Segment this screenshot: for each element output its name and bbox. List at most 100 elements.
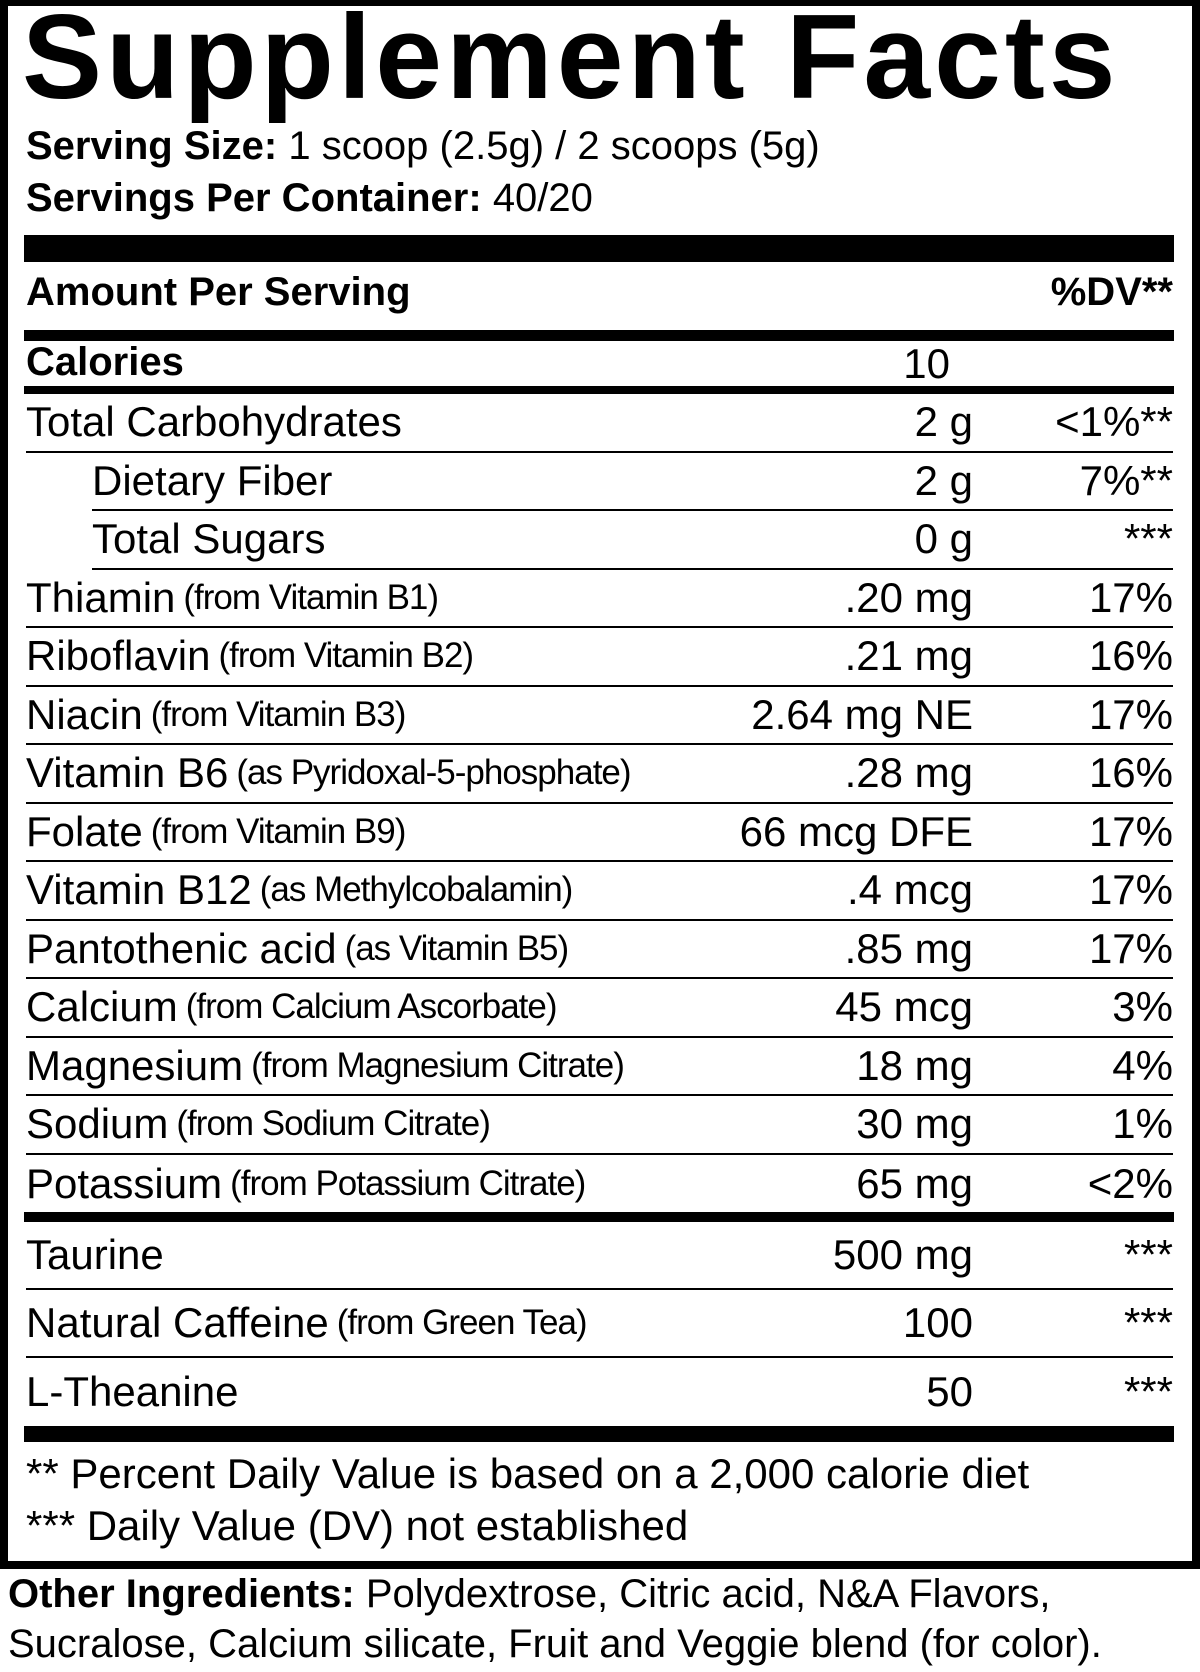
nutrient-name: Magnesium — [26, 1041, 244, 1089]
nutrient-row: Calcium (from Calcium Ascorbate) 45 mcg 3% — [26, 979, 1173, 1038]
nutrient-row: Potassium (from Potassium Citrate) 65 mg <2… — [26, 1155, 1173, 1214]
nutrient-source: (as Pyridoxal-5-phosphate) — [236, 753, 631, 793]
nutrient-source: (from Calcium Ascorbate) — [185, 987, 558, 1027]
nutrient-name: Niacin — [26, 690, 143, 738]
nutrient-amount: 500 mg — [832, 1231, 973, 1278]
nutrient-amount: 100 — [902, 1299, 973, 1346]
nutrient-amount: .28 mg — [844, 749, 973, 797]
nutrient-dv: 17% — [1088, 807, 1173, 855]
amount-per-serving-header: Amount Per Serving — [26, 270, 411, 314]
nutrient-dv: 4% — [1112, 1041, 1173, 1089]
other-ingredients-line2: Sucralose, Calcium silicate, Fruit and V… — [8, 1622, 1102, 1666]
nutrient-row: Sodium (from Sodium Citrate) 30 mg 1% — [26, 1096, 1173, 1155]
nutrient-source: (from Green Tea) — [336, 1303, 588, 1342]
nutrient-row: Taurine 500 mg *** — [26, 1222, 1173, 1290]
nutrient-source: (from Magnesium Citrate) — [251, 1045, 625, 1085]
nutrient-amount: .4 mcg — [846, 866, 973, 914]
nutrient-row: Vitamin B6 (as Pyridoxal-5-phosphate) .28 … — [26, 745, 1173, 804]
nutrient-dv: *** — [1123, 1368, 1173, 1415]
nutrient-amount: .20 mg — [844, 573, 973, 621]
nutrient-amount: .85 mg — [844, 924, 973, 972]
nutrient-amount: 30 mg — [856, 1100, 973, 1148]
nutrient-amount: 50 — [926, 1368, 973, 1415]
thick-divider — [24, 1426, 1174, 1442]
nutrient-name: Taurine — [26, 1231, 164, 1278]
nutrient-source: (as Vitamin B5) — [344, 928, 570, 968]
other-ingredients-text: Polydextrose, Citric acid, N&A Flavors, — [365, 1572, 1051, 1616]
nutrient-source: (from Vitamin B2) — [218, 636, 474, 676]
nutrient-row: Folate (from Vitamin B9) 66 mcg DFE 17% — [26, 804, 1173, 862]
footnote-dv: ** Percent Daily Value is based on a 2,0… — [26, 1450, 1030, 1497]
nutrient-row: Total Carbohydrates 2 g <1%** — [26, 394, 1173, 453]
calories-value: 10 — [903, 340, 950, 387]
nutrient-source: (as Methylcobalamin) — [259, 870, 574, 910]
nutrient-amount: 2 g — [914, 398, 973, 446]
nutrient-row: Niacin (from Vitamin B3) 2.64 mg NE 17% — [26, 687, 1173, 745]
other-ingredients-label: Other Ingredients: — [8, 1572, 355, 1616]
nutrient-name: L-Theanine — [26, 1368, 239, 1415]
nutrient-amount: 65 mg — [856, 1159, 973, 1207]
nutrient-name: Riboflavin — [26, 632, 211, 680]
nutrient-row: Pantothenic acid (as Vitamin B5) .85 mg 17% — [26, 921, 1173, 979]
nutrient-dv: 17% — [1088, 924, 1173, 972]
nutrient-name: Total Sugars — [92, 515, 326, 563]
calories-label: Calories — [26, 340, 184, 384]
nutrient-amount: .21 mg — [844, 632, 973, 680]
footnote-not-established: *** Daily Value (DV) not established — [26, 1502, 689, 1549]
nutrient-amount: 45 mcg — [835, 983, 973, 1031]
nutrient-amount: 2.64 mg NE — [751, 690, 973, 738]
nutrient-row: Dietary Fiber 2 g 7%** — [92, 453, 1173, 511]
nutrient-name: Vitamin B12 — [26, 866, 252, 914]
nutrient-row: Vitamin B12 (as Methylcobalamin) .4 mcg 17% — [26, 862, 1173, 921]
servings-per-container-label: Servings Per Container: — [26, 176, 482, 220]
nutrient-row: L-Theanine 50 *** — [26, 1358, 1173, 1426]
nutrient-name: Potassium — [26, 1159, 223, 1207]
nutrient-row: Total Sugars 0 g *** — [92, 511, 1173, 570]
nutrient-dv: *** — [1123, 515, 1173, 563]
thick-divider — [24, 386, 1174, 394]
nutrient-row: Riboflavin (from Vitamin B2) .21 mg 16% — [26, 628, 1173, 687]
nutrient-name: Folate — [26, 807, 143, 855]
nutrient-row: Natural Caffeine (from Green Tea) 100 *** — [26, 1290, 1173, 1358]
thick-divider — [24, 330, 1174, 341]
supplement-facts-panel — [0, 0, 1200, 1569]
nutrient-dv: 17% — [1088, 690, 1173, 738]
nutrient-amount: 66 mcg DFE — [739, 807, 973, 855]
thick-divider — [24, 1212, 1174, 1222]
nutrient-dv: 16% — [1088, 632, 1173, 680]
nutrient-name: Total Carbohydrates — [26, 398, 402, 446]
nutrient-name: Calcium — [26, 983, 178, 1031]
nutrient-name: Pantothenic acid — [26, 924, 337, 972]
nutrient-dv: 17% — [1088, 573, 1173, 621]
serving-size-value: 1 scoop (2.5g) / 2 scoops (5g) — [288, 124, 820, 168]
nutrient-source: (from Potassium Citrate) — [230, 1163, 586, 1203]
nutrient-dv: *** — [1123, 1299, 1173, 1346]
nutrient-name: Dietary Fiber — [92, 456, 333, 504]
servings-per-container: Servings Per Container: 40/20 — [26, 176, 593, 221]
nutrient-dv: <1%** — [1055, 398, 1173, 446]
serving-size: Serving Size: 1 scoop (2.5g) / 2 scoops … — [26, 124, 820, 169]
dv-header: %DV** — [1050, 270, 1173, 314]
nutrient-amount: 0 g — [914, 515, 973, 563]
nutrient-dv: 3% — [1112, 983, 1173, 1031]
nutrient-dv: <2% — [1087, 1159, 1173, 1207]
nutrient-row: Thiamin (from Vitamin B1) .20 mg 17% — [26, 570, 1173, 628]
nutrient-amount: 18 mg — [856, 1041, 973, 1089]
nutrient-dv: 7%** — [1079, 456, 1173, 504]
panel-title: Supplement Facts — [22, 0, 1120, 124]
nutrient-dv: 1% — [1112, 1100, 1173, 1148]
nutrient-dv: 17% — [1088, 866, 1173, 914]
nutrient-name: Vitamin B6 — [26, 749, 229, 797]
nutrient-dv: *** — [1123, 1231, 1173, 1278]
nutrient-name: Thiamin — [26, 573, 176, 621]
nutrient-name: Sodium — [26, 1100, 169, 1148]
other-ingredients-line1: Other Ingredients: Polydextrose, Citric … — [8, 1572, 1051, 1617]
nutrient-source: (from Sodium Citrate) — [176, 1104, 491, 1144]
nutrient-source: (from Vitamin B9) — [150, 811, 407, 851]
nutrient-source: (from Vitamin B3) — [150, 694, 407, 734]
nutrient-name: Natural Caffeine — [26, 1299, 329, 1346]
servings-per-container-value: 40/20 — [492, 176, 593, 220]
nutrient-row: Magnesium (from Magnesium Citrate) 18 mg 4% — [26, 1038, 1173, 1096]
thick-divider — [24, 235, 1174, 262]
nutrient-dv: 16% — [1088, 749, 1173, 797]
